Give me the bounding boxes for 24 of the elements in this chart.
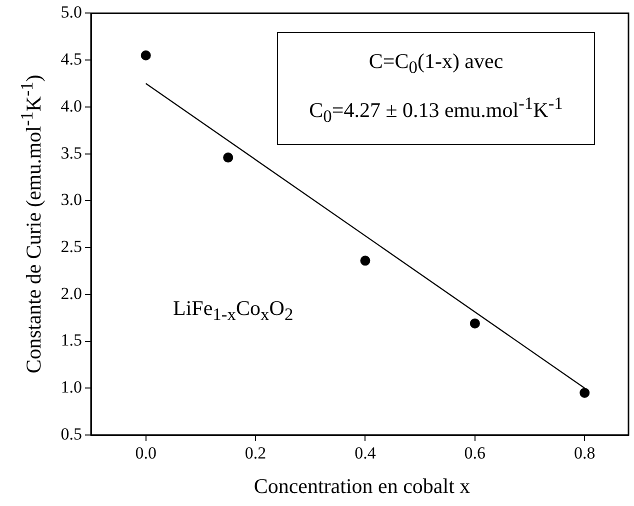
y-tick-label: 1.5	[60, 330, 82, 350]
x-tick-label: 0.0	[135, 444, 156, 463]
x-axis-title: Concentration en cobalt x	[252, 474, 472, 499]
point	[580, 388, 590, 398]
x-tick-label: 0.6	[464, 444, 486, 463]
x-tick-label: 0.2	[244, 444, 266, 463]
annotation: LiFe$_{1-x}$Co$_{x}$O$_{2}$	[173, 296, 294, 326]
y-tick-label: 5.0	[60, 2, 82, 22]
y-tick-label: 2.0	[60, 284, 82, 303]
x-tick-label: 0.4	[354, 444, 376, 463]
point	[470, 318, 480, 328]
y-tick-label: 1.0	[60, 378, 82, 397]
y-tick-label: 3.0	[60, 190, 82, 210]
point	[140, 50, 151, 60]
point	[223, 152, 234, 163]
y-tick-label: 3.5	[60, 143, 82, 162]
y-tick-label: 4.5	[60, 50, 82, 69]
annotation: C=C$_{0}$(1-x) avec	[368, 48, 504, 79]
point	[360, 256, 370, 266]
y-tick-label: 2.5	[60, 237, 82, 256]
y-tick-label: 0.5	[60, 424, 82, 444]
annotation: C$_{0}$=4.27 ± 0.13 emu.mol$^{-1}$K$^{-1}$	[309, 92, 563, 128]
x-tick-label: 0.8	[574, 444, 596, 463]
y-tick-label: 4.0	[60, 96, 82, 116]
